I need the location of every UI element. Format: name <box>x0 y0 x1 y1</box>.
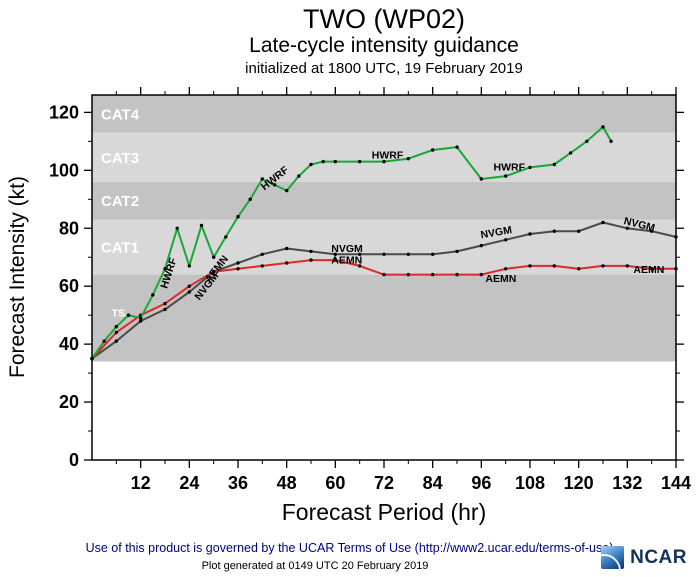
plot-generated-text: Plot generated at 0149 UTC 20 February 2… <box>201 560 429 572</box>
x-tick-label: 72 <box>374 473 394 493</box>
cat-band-label: CAT2 <box>101 193 139 210</box>
page-title: TWO (WP02) <box>303 4 465 34</box>
y-tick-label: 20 <box>59 392 79 412</box>
x-axis-label: Forecast Period (hr) <box>281 499 487 525</box>
y-tick-label: 0 <box>69 450 79 470</box>
x-tick-label: 24 <box>179 473 199 493</box>
x-tick-label: 108 <box>515 473 545 493</box>
x-tick-label: 144 <box>661 473 691 493</box>
line-label-aemn: AEMN <box>633 264 664 276</box>
ncar-logo-text: NCAR <box>630 546 687 568</box>
plot-frame <box>91 94 677 461</box>
y-axis-label: Forecast Intensity (kt) <box>6 176 29 378</box>
line-label-nvgm: NVGM <box>331 243 363 255</box>
chart-subtitle: Late-cycle intensity guidance <box>249 34 519 57</box>
y-tick-label: 120 <box>49 102 79 122</box>
x-tick-label: 84 <box>423 473 443 493</box>
terms-of-use-text: Use of this product is governed by the U… <box>85 541 614 555</box>
x-tick-label: 36 <box>228 473 248 493</box>
cat-band <box>92 181 676 220</box>
x-tick-label: 12 <box>131 473 151 493</box>
init-time-label: initialized at 1800 UTC, 19 February 201… <box>245 60 523 77</box>
line-label-hwrf: HWRF <box>494 161 526 173</box>
cat-band-label: CAT4 <box>101 106 140 123</box>
cat-band <box>92 274 676 362</box>
ncar-logo-icon <box>601 546 625 569</box>
x-tick-label: 132 <box>612 473 642 493</box>
ts-marker: TS <box>112 308 125 320</box>
x-tick-label: 96 <box>471 473 491 493</box>
cat-band <box>92 95 676 133</box>
line-label-aemn: AEMN <box>331 255 362 267</box>
cat-band-label: CAT1 <box>101 240 139 257</box>
cat-band-label: CAT3 <box>101 150 139 167</box>
y-tick-label: 80 <box>59 218 79 238</box>
series-line-hwrf <box>91 125 612 360</box>
x-tick-label: 60 <box>325 473 345 493</box>
y-tick-label: 60 <box>59 276 79 296</box>
ncar-logo: NCAR <box>601 546 687 569</box>
cat-band <box>92 132 676 182</box>
x-tick-label: 48 <box>277 473 297 493</box>
y-tick-label: 100 <box>49 160 79 180</box>
y-tick-label: 40 <box>59 334 79 354</box>
line-label-hwrf: HWRF <box>372 150 404 162</box>
x-tick-label: 120 <box>564 473 594 493</box>
line-label-aemn: AEMN <box>485 273 516 285</box>
line-label-nvgm: NVGM <box>480 224 513 241</box>
